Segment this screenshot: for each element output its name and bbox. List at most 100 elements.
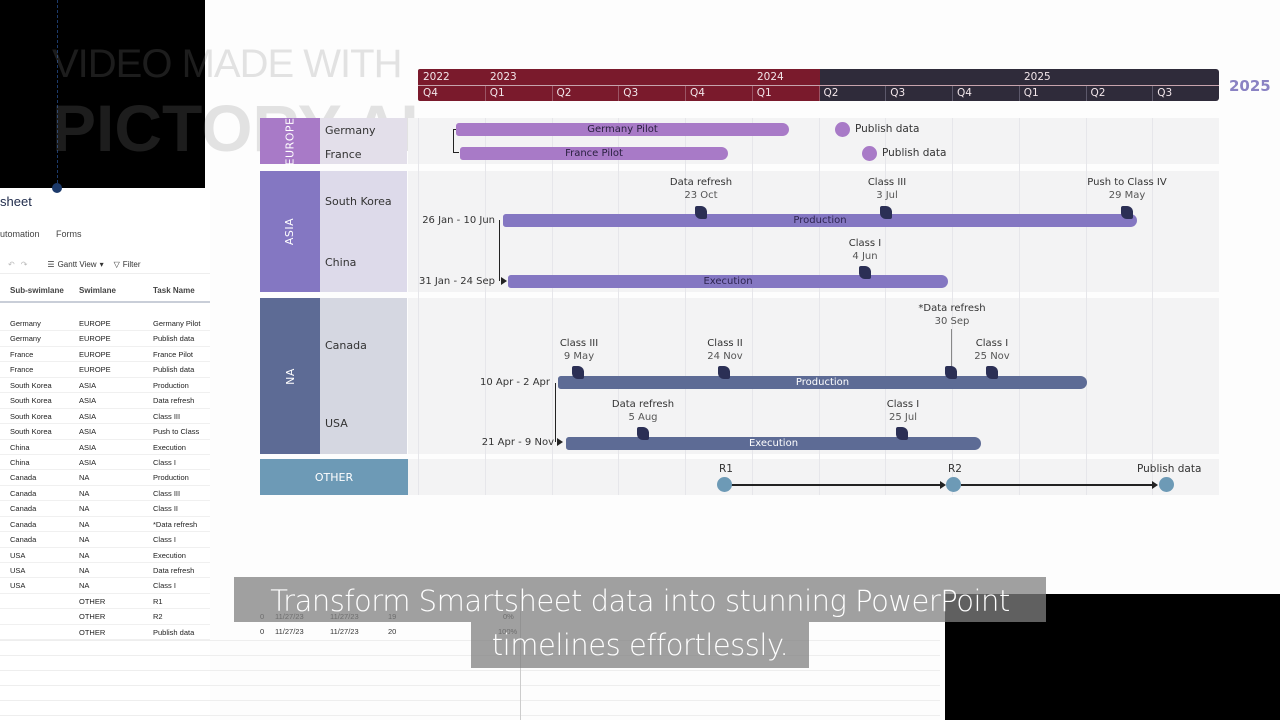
table-cell: Data refresh [153, 396, 195, 406]
task-ca-production[interactable]: Production [558, 376, 1087, 389]
nav-automation[interactable]: utomation [0, 229, 40, 239]
table-cell: Class I [153, 535, 176, 545]
task-china-execution[interactable]: Execution [508, 275, 948, 288]
table-cell: Canada [10, 535, 37, 545]
milestone-sk-data-refresh[interactable] [695, 206, 707, 219]
label-usa-data-refresh: Data refresh 5 Aug [611, 399, 675, 423]
table-cell: NA [79, 550, 90, 560]
table-cell: USA [10, 581, 26, 591]
milestone-sk-push[interactable] [1121, 206, 1133, 219]
table-row[interactable]: Canada NA Class I [0, 532, 210, 548]
table-row[interactable]: OTHER Publish data [0, 625, 210, 641]
timeline-marker-handle[interactable] [52, 183, 62, 193]
quarter-divider [751, 86, 753, 101]
redo-icon[interactable]: ↷ [20, 260, 28, 269]
quarter-label: Q4 [957, 87, 972, 99]
chevron-down-icon: ▾ [99, 260, 104, 269]
milestone-sk-class3[interactable] [880, 206, 892, 219]
table-cell: France [10, 349, 34, 359]
label-germany-publish: Publish data [855, 123, 920, 135]
milestone-china-class1[interactable] [859, 266, 871, 279]
task-usa-execution[interactable]: Execution [566, 437, 981, 450]
table-cell: Canada [10, 519, 37, 529]
gantt-view-button[interactable]: ☰ Gantt View ▾ [47, 260, 104, 269]
milestone-ca-class2[interactable] [718, 366, 730, 379]
milestone-ca-data-refresh[interactable] [945, 366, 957, 379]
milestone-r1[interactable] [717, 477, 732, 492]
table-cell: Canada [10, 504, 37, 514]
table-cell: OTHER [79, 612, 106, 622]
quarter-label: Q1 [489, 87, 505, 99]
table-cell: South Korea [10, 380, 52, 390]
table-cell: Publish data [153, 365, 195, 375]
quarter-label: Q3 [890, 87, 906, 99]
timeline-marker-line [57, 0, 58, 188]
table-cell: South Korea [10, 427, 52, 437]
task-sk-production[interactable]: Production [503, 214, 1137, 227]
table-row[interactable]: Canada NA Production [0, 470, 210, 486]
table-row[interactable]: South Korea ASIA Push to Class [0, 424, 210, 440]
table-row[interactable]: South Korea ASIA Class III [0, 409, 210, 425]
undo-icon[interactable]: ↶ [8, 260, 15, 269]
table-row[interactable]: Canada NA *Data refresh [0, 517, 210, 533]
table-row[interactable]: Germany EUROPE Publish data [0, 331, 210, 347]
sheet-toolbar: ↶ ↷ ☰ Gantt View ▾ ▽ Filter [0, 256, 210, 274]
table-row[interactable]: Canada NA Class II [0, 501, 210, 517]
table-cell: NA [79, 519, 90, 529]
sub-canada: Canada [325, 339, 367, 352]
table-row[interactable]: Canada NA Class III [0, 486, 210, 502]
table-cell: NA [79, 488, 90, 498]
task-france-pilot[interactable]: France Pilot [460, 147, 728, 160]
swimlane-asia: ASIA [260, 171, 320, 292]
milestone-france-publish[interactable] [862, 146, 877, 161]
col-swimlane[interactable]: Swimlane [79, 286, 116, 295]
quarter-label: Q4 [423, 87, 438, 99]
milestone-ca-class3[interactable] [572, 366, 584, 379]
milestone-ca-class1[interactable] [986, 366, 998, 379]
sub-china: China [325, 256, 357, 269]
label-sk-push: Push to Class IV 29 May [1087, 177, 1167, 201]
range-ca-production: 10 Apr - 2 Apr [479, 377, 550, 388]
filter-button[interactable]: ▽ Filter [113, 260, 141, 269]
task-germany-pilot[interactable]: Germany Pilot [456, 123, 789, 136]
year-label: 2024 [757, 71, 784, 83]
table-cell: ASIA [79, 396, 97, 406]
quarter-divider [1085, 86, 1087, 101]
quarter-divider [685, 86, 686, 101]
table-row[interactable]: China ASIA Execution [0, 440, 210, 455]
table-cell: OTHER [79, 596, 106, 606]
milestone-germany-publish[interactable] [835, 122, 850, 137]
table-cell: Publish data [153, 334, 195, 344]
range-china-execution: 31 Jan - 24 Sep [418, 276, 495, 287]
milestone-publish[interactable] [1159, 477, 1174, 492]
nav-forms[interactable]: Forms [56, 229, 82, 239]
milestone-usa-class1[interactable] [896, 427, 908, 440]
table-cell: EUROPE [79, 334, 111, 344]
table-cell: Push to Class [153, 427, 200, 437]
label-ca-class1: Class I 25 Nov [974, 338, 1010, 362]
quarter-divider [551, 86, 553, 101]
table-row[interactable]: USA NA Execution [0, 548, 210, 563]
table-row[interactable]: South Korea ASIA Production [0, 378, 210, 394]
col-task-name[interactable]: Task Name [153, 286, 195, 295]
table-row[interactable]: France EUROPE Publish data [0, 362, 210, 378]
table-row[interactable]: China ASIA Class I [0, 455, 210, 471]
quarter-divider [1152, 86, 1154, 101]
quarter-label: Q4 [690, 87, 705, 99]
table-row[interactable]: USA NA Class I [0, 578, 210, 594]
milestone-usa-data-refresh[interactable] [637, 427, 649, 440]
table-row[interactable]: France EUROPE France Pilot [0, 347, 210, 363]
milestone-r2[interactable] [946, 477, 961, 492]
quarter-divider [1018, 86, 1020, 101]
table-row[interactable]: USA NA Data refresh [0, 563, 210, 579]
label-ca-class2: Class II 24 Nov [707, 338, 743, 362]
col-sub-swimlane[interactable]: Sub-swimlane [10, 286, 64, 295]
grid-line [1152, 118, 1154, 495]
table-row[interactable]: South Korea ASIA Data refresh [0, 393, 210, 409]
table-cell: ASIA [79, 442, 97, 452]
table-row[interactable]: OTHER R1 [0, 594, 210, 610]
table-row[interactable]: OTHER R2 [0, 609, 210, 625]
label-ca-data-refresh: *Data refresh 30 Sep [918, 303, 986, 327]
label-ca-class3: Class III 9 May [559, 338, 599, 362]
table-row[interactable]: Germany EUROPE Germany Pilot [0, 316, 210, 332]
